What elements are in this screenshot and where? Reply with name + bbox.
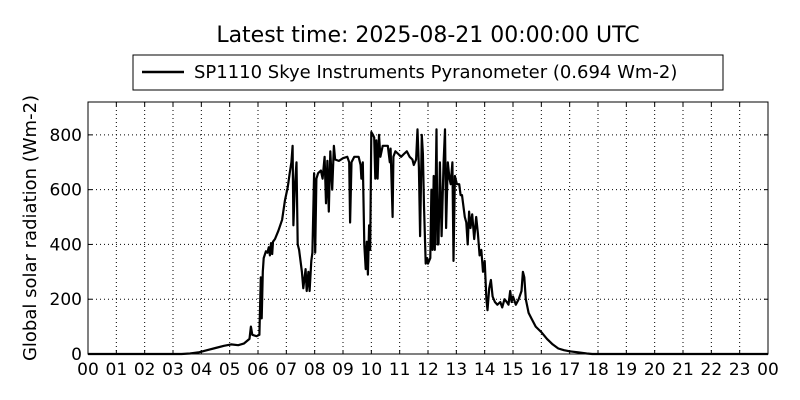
x-tick-label: 01 bbox=[106, 360, 128, 380]
x-tick-label: 09 bbox=[332, 360, 354, 380]
x-tick-label: 12 bbox=[417, 360, 439, 380]
legend-entry: SP1110 Skye Instruments Pyranometer (0.6… bbox=[194, 62, 677, 83]
legend-box bbox=[132, 54, 724, 91]
x-tick-label: 23 bbox=[729, 360, 751, 380]
y-axis: 0 200 400 600 800 bbox=[50, 126, 768, 365]
series-line bbox=[88, 128, 768, 356]
x-tick-label: 13 bbox=[446, 360, 468, 380]
x-tick-label: 14 bbox=[474, 360, 496, 380]
y-tick-label: 400 bbox=[50, 235, 82, 255]
plot-area: 00 01 02 03 04 05 06 07 08 09 10 11 12 13 14 15 16 17 18 19… bbox=[50, 101, 779, 380]
x-tick-label: 02 bbox=[134, 360, 156, 380]
x-tick-label: 20 bbox=[644, 360, 666, 380]
x-tick-label: 10 bbox=[361, 360, 383, 380]
x-tick-label: 19 bbox=[616, 360, 638, 380]
y-tick-label: 600 bbox=[50, 181, 82, 201]
y-axis-label: Global solar radiation (Wm-2) bbox=[20, 95, 41, 361]
x-tick-label: 00 bbox=[77, 360, 99, 380]
x-tick-label: 15 bbox=[502, 360, 524, 380]
chart-title: Latest time: 2025-08-21 00:00:00 UTC bbox=[216, 23, 639, 48]
y-tick-label: 0 bbox=[71, 345, 82, 365]
x-tick-label: 04 bbox=[191, 360, 213, 380]
x-tick-label: 00 bbox=[757, 360, 779, 380]
x-tick-label: 08 bbox=[304, 360, 326, 380]
x-tick-label: 18 bbox=[587, 360, 609, 380]
y-tick-label: 800 bbox=[50, 126, 82, 146]
x-tick-label: 05 bbox=[219, 360, 241, 380]
y-tick-label: 200 bbox=[50, 290, 82, 310]
plot-frame bbox=[87, 101, 769, 355]
x-tick-label: 11 bbox=[389, 360, 411, 380]
x-tick-label: 07 bbox=[276, 360, 298, 380]
series-group bbox=[88, 128, 768, 356]
x-tick-label: 21 bbox=[672, 360, 694, 380]
x-tick-label: 16 bbox=[531, 360, 553, 380]
x-tick-label: 03 bbox=[162, 360, 184, 380]
legend: SP1110 Skye Instruments Pyranometer (0.6… bbox=[132, 54, 724, 91]
x-tick-label: 22 bbox=[701, 360, 723, 380]
x-axis: 00 01 02 03 04 05 06 07 08 09 10 11 12 13 14 15 16 17 18 19… bbox=[77, 102, 779, 380]
x-tick-label: 06 bbox=[247, 360, 269, 380]
x-tick-label: 17 bbox=[559, 360, 581, 380]
grid-lines bbox=[88, 102, 768, 354]
